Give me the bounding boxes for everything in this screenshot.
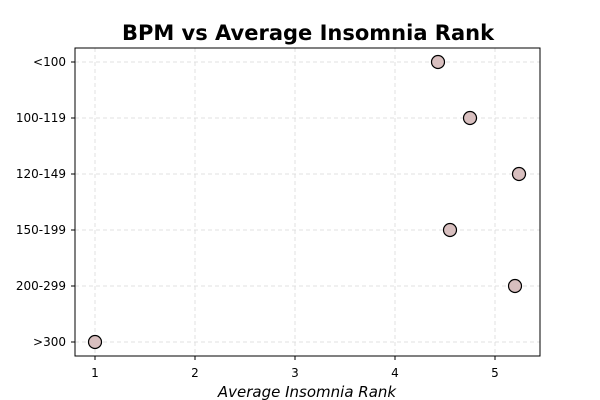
plot-area xyxy=(74,47,541,357)
x-axis: 1 2 3 4 5 xyxy=(91,356,499,380)
y-tick-label: 200-299 xyxy=(16,279,66,293)
y-tick-label: <100 xyxy=(33,55,66,69)
data-point xyxy=(462,110,478,126)
data-point xyxy=(87,334,103,350)
chart-title: BPM vs Average Insomnia Rank xyxy=(122,21,495,45)
data-point xyxy=(507,278,523,294)
y-tick-label: 100-119 xyxy=(16,111,66,125)
data-point xyxy=(430,54,446,70)
y-axis: <100 100-119 120-149 150-199 200-299 >300 xyxy=(16,55,75,349)
x-tick-label: 1 xyxy=(91,366,99,380)
y-tick-label: >300 xyxy=(33,335,66,349)
data-point xyxy=(442,222,458,238)
grid-lines xyxy=(75,48,540,356)
y-tick-label: 150-199 xyxy=(16,223,66,237)
x-tick-label: 5 xyxy=(491,366,499,380)
x-tick-label: 3 xyxy=(291,366,299,380)
x-tick-label: 2 xyxy=(191,366,199,380)
y-tick-label: 120-149 xyxy=(16,167,66,181)
x-tick-label: 4 xyxy=(391,366,399,380)
x-axis-label: Average Insomnia Rank xyxy=(217,383,398,400)
data-point xyxy=(511,166,527,182)
data-points xyxy=(87,54,527,350)
